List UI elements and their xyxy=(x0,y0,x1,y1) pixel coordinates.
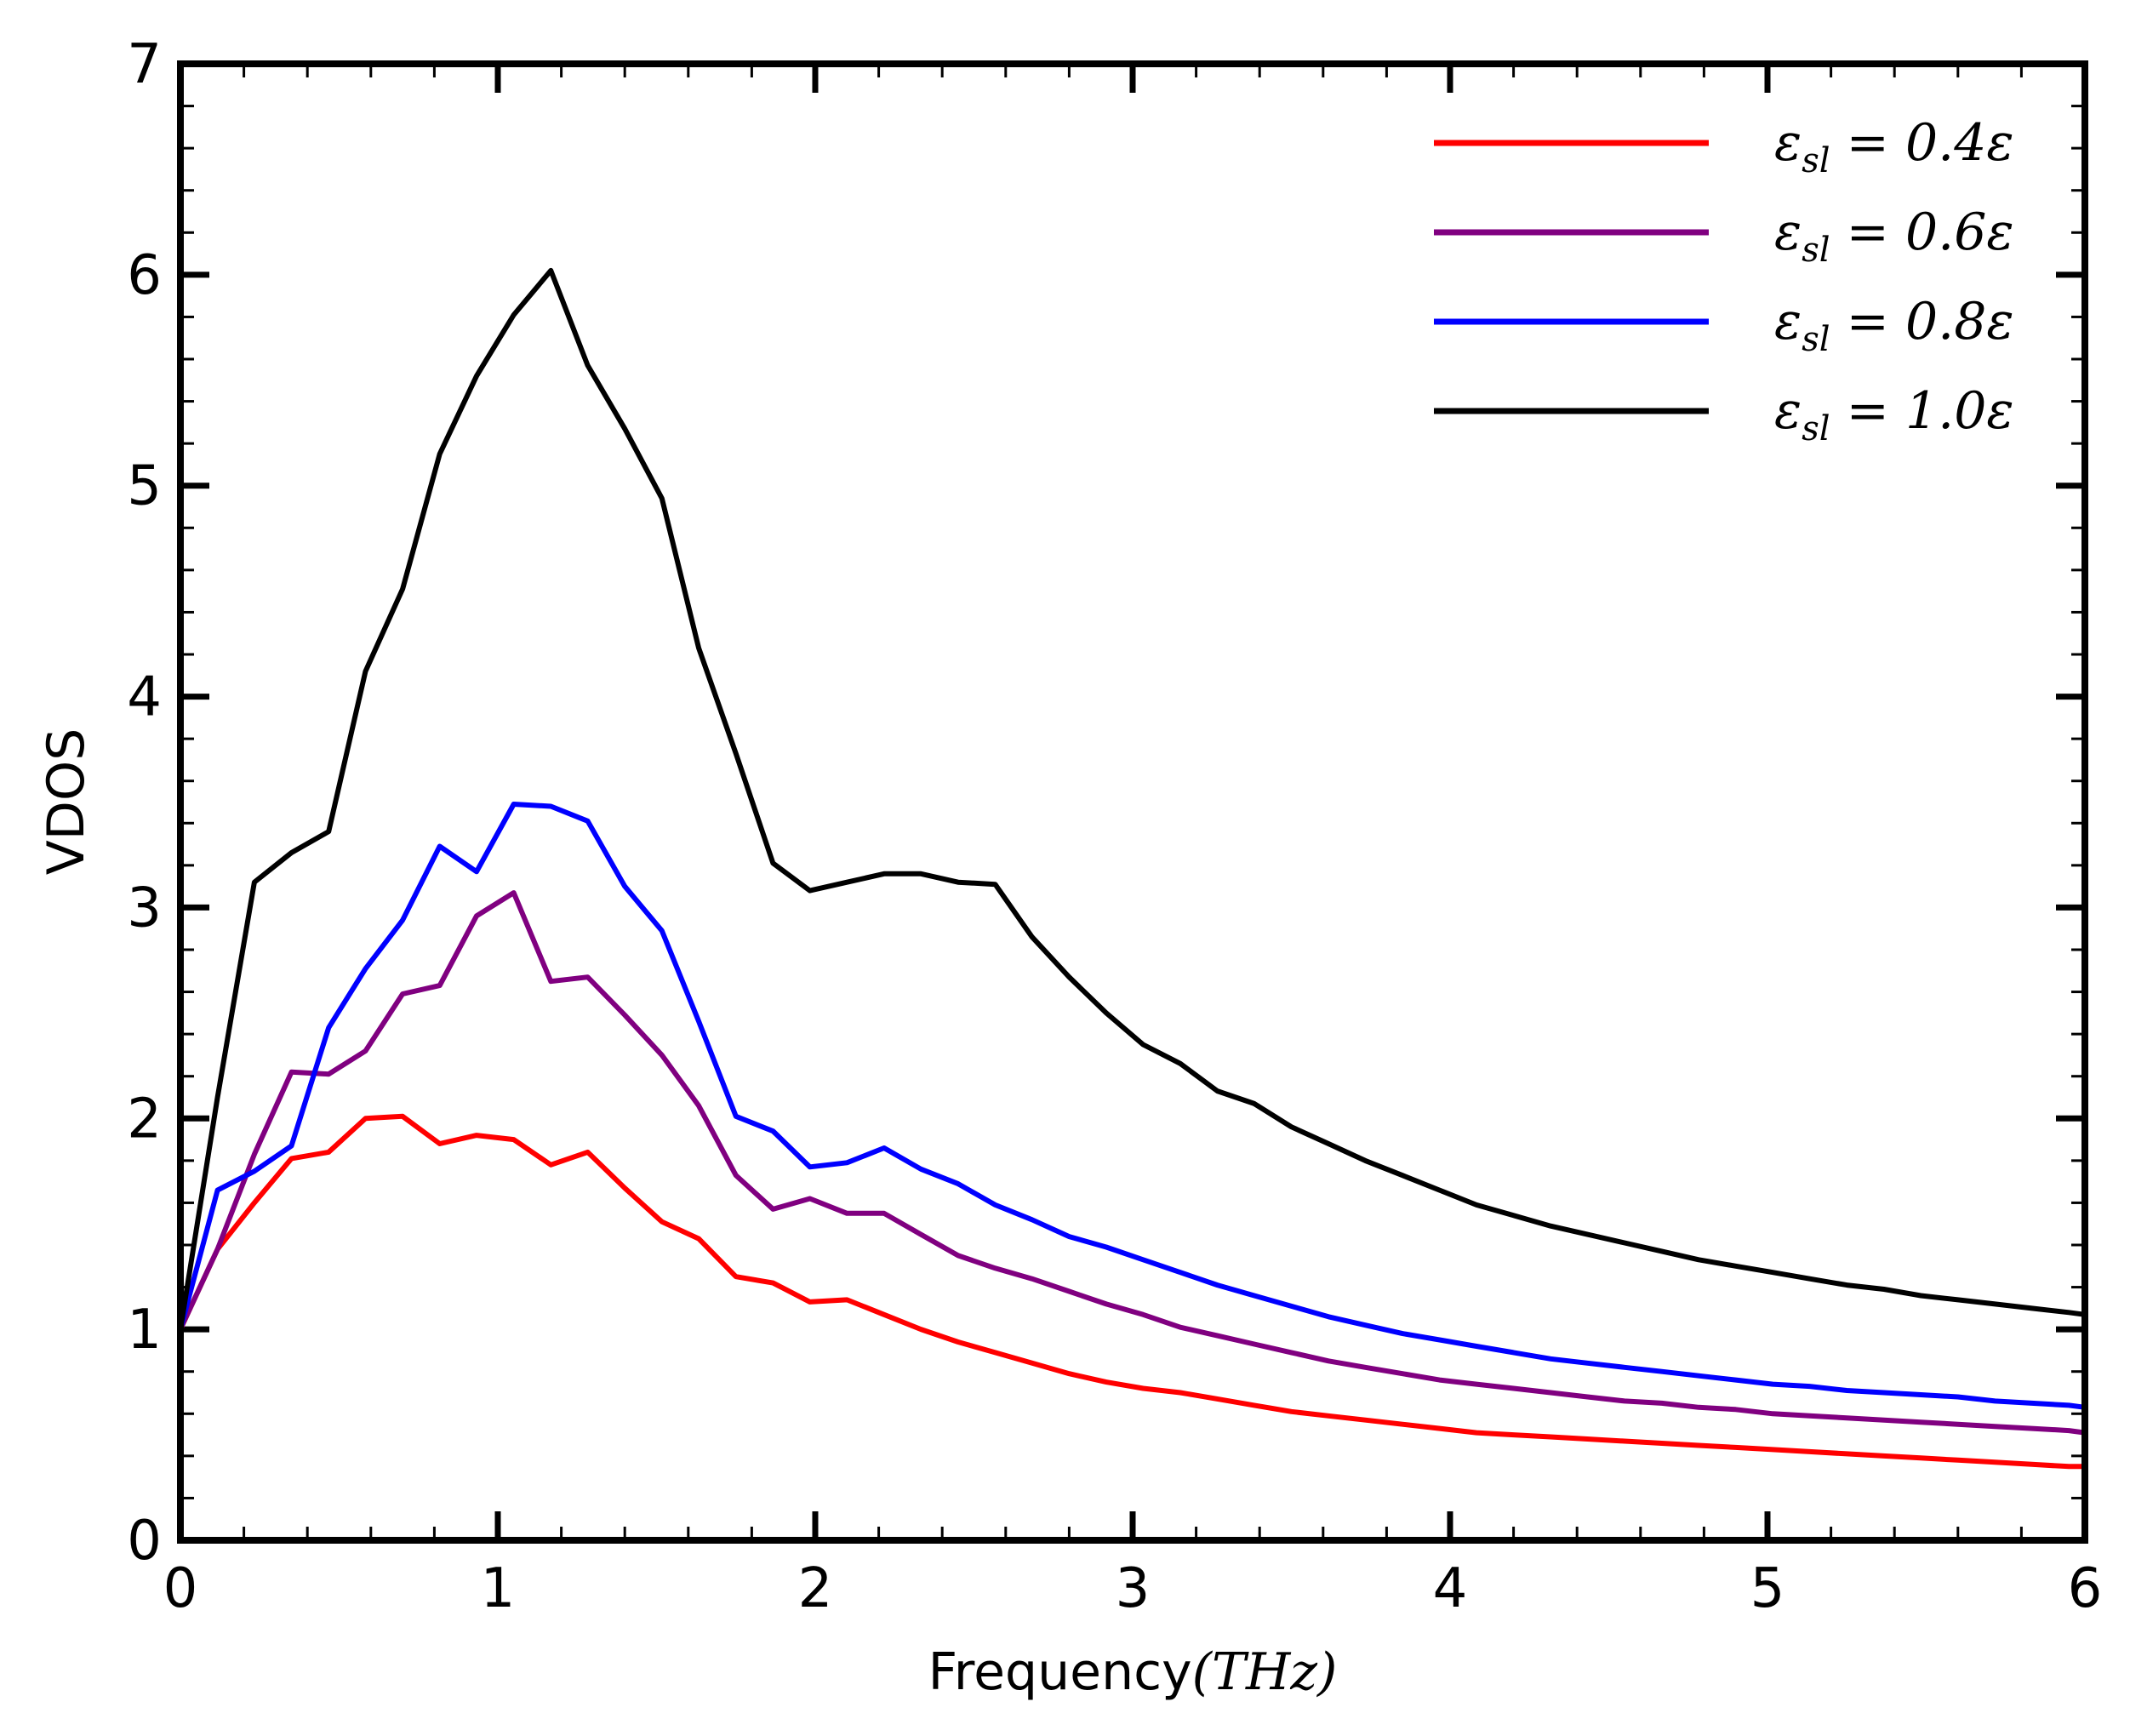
x-tick-label: 0 xyxy=(163,1557,198,1620)
legend-symbol: ε xyxy=(1774,292,1802,351)
major-ticks xyxy=(177,60,2088,1544)
x-tick-label: 6 xyxy=(2068,1557,2103,1620)
y-tick-labels: 0 1 2 3 4 5 6 7 xyxy=(127,33,162,1573)
x-tick-label: 3 xyxy=(1116,1557,1151,1620)
x-axis-unit: (THz) xyxy=(1192,1642,1338,1702)
plot-frame xyxy=(177,60,2088,1544)
legend-subscript: sl xyxy=(1802,409,1830,448)
x-tick-label: 1 xyxy=(481,1557,516,1620)
legend-value: = 0.6ε xyxy=(1830,203,2014,262)
y-tick-label: 6 xyxy=(127,244,162,307)
y-tick-label: 1 xyxy=(127,1299,162,1362)
legend-subscript: sl xyxy=(1802,231,1830,270)
y-tick-label: 7 xyxy=(127,33,162,96)
legend-symbol: ε xyxy=(1774,203,1802,262)
legend-label-3: εsl = 1.0ε xyxy=(1774,381,2014,448)
series-line-2 xyxy=(178,802,2087,1410)
y-axis-title: VDOS xyxy=(37,728,96,876)
legend-label-0: εsl = 0.4ε xyxy=(1774,113,2014,180)
legend-value: = 0.4ε xyxy=(1830,113,2014,173)
y-tick-label: 5 xyxy=(127,455,162,518)
x-axis-title: Frequency(THz) xyxy=(928,1642,1338,1702)
y-tick-label: 0 xyxy=(127,1510,162,1573)
series-line-1 xyxy=(178,890,2087,1436)
minor-ticks xyxy=(179,62,2087,1542)
y-tick-label: 4 xyxy=(127,666,162,729)
series-lines xyxy=(178,267,2087,1470)
series-line-0 xyxy=(178,1113,2087,1470)
x-axis-label-text: Frequency xyxy=(928,1642,1192,1702)
y-tick-label: 3 xyxy=(127,877,162,939)
x-tick-labels: 0 1 2 3 4 5 6 xyxy=(163,1557,2103,1620)
legend-symbol: ε xyxy=(1774,381,1802,441)
x-tick-label: 2 xyxy=(798,1557,833,1620)
legend-symbol: ε xyxy=(1774,113,1802,173)
legend-value: = 0.8ε xyxy=(1830,292,2014,351)
legend-value: = 1.0ε xyxy=(1830,381,2014,441)
legend-label-2: εsl = 0.8ε xyxy=(1774,292,2014,359)
legend-label-1: εsl = 0.6ε xyxy=(1774,203,2014,270)
x-tick-label: 4 xyxy=(1433,1557,1468,1620)
legend-subscript: sl xyxy=(1802,320,1830,359)
series-line-3 xyxy=(178,267,2087,1333)
legend-subscript: sl xyxy=(1802,141,1830,180)
y-tick-label: 2 xyxy=(127,1088,162,1151)
x-tick-label: 5 xyxy=(1750,1557,1785,1620)
